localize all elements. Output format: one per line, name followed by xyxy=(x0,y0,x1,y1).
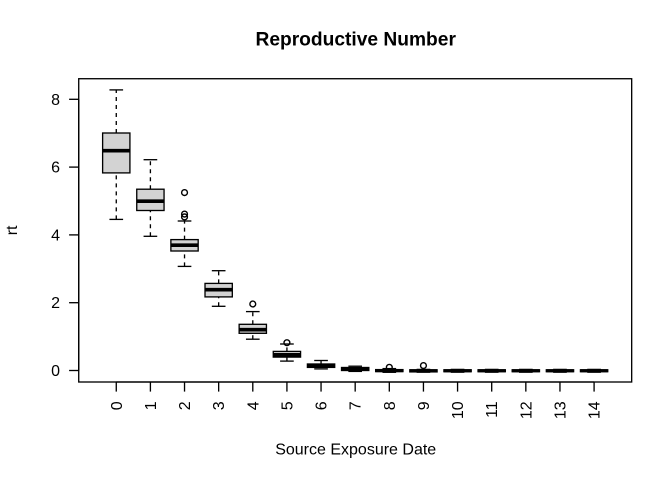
svg-text:1: 1 xyxy=(143,401,160,410)
svg-text:2: 2 xyxy=(51,295,60,312)
svg-text:4: 4 xyxy=(245,401,262,410)
svg-text:12: 12 xyxy=(518,401,535,419)
svg-text:8: 8 xyxy=(51,92,60,109)
svg-text:Reproductive Number: Reproductive Number xyxy=(255,30,456,51)
svg-text:Source Exposure Date: Source Exposure Date xyxy=(275,442,436,459)
svg-text:6: 6 xyxy=(314,401,331,410)
svg-text:8: 8 xyxy=(382,401,399,410)
svg-text:11: 11 xyxy=(484,401,501,418)
svg-text:4: 4 xyxy=(51,227,60,244)
svg-text:13: 13 xyxy=(552,401,569,419)
svg-text:0: 0 xyxy=(109,401,126,410)
svg-text:6: 6 xyxy=(51,160,60,177)
svg-text:2: 2 xyxy=(177,401,194,410)
svg-text:0: 0 xyxy=(51,363,60,380)
svg-text:7: 7 xyxy=(348,401,365,410)
svg-text:14: 14 xyxy=(587,401,604,419)
svg-text:rt: rt xyxy=(4,225,21,235)
svg-text:5: 5 xyxy=(279,401,296,410)
svg-text:10: 10 xyxy=(450,401,467,419)
svg-text:9: 9 xyxy=(416,401,433,410)
svg-text:3: 3 xyxy=(211,401,228,410)
